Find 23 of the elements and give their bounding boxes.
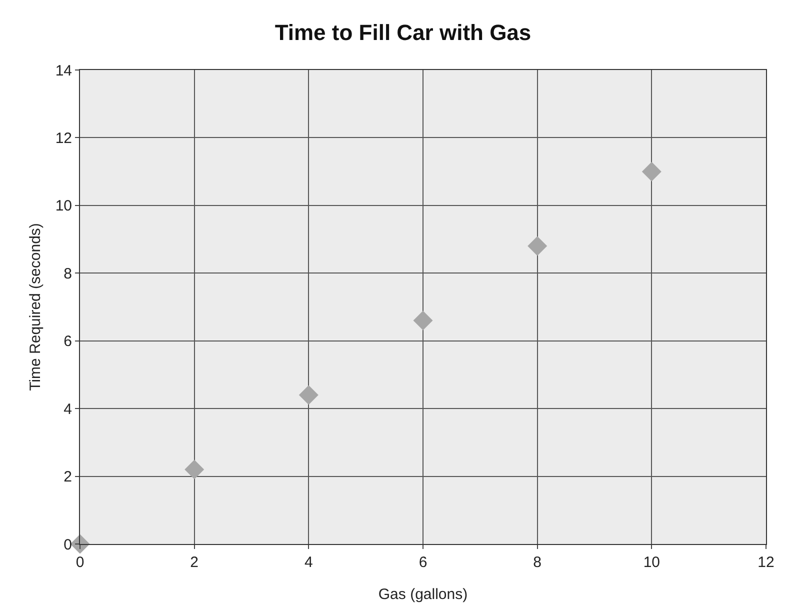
y-tick-label: 10 [55, 198, 72, 215]
x-tick-label: 12 [758, 554, 774, 571]
y-tick-label: 12 [55, 130, 72, 147]
y-tick-label: 6 [64, 333, 72, 350]
x-tick-label: 0 [76, 554, 84, 571]
point [184, 460, 204, 480]
y-tick-label: 14 [55, 62, 72, 80]
x-axis-title: Gas (gallons) [378, 586, 468, 603]
point [413, 310, 433, 330]
x-tick-label: 10 [643, 554, 660, 571]
chart-title: Time to Fill Car with Gas [274, 20, 532, 45]
y-axis-title: Time Required (seconds) [27, 223, 44, 391]
x-tick-label: 6 [418, 554, 428, 571]
x-tick-label: 8 [533, 554, 542, 571]
point [298, 385, 318, 405]
y-tick-label: 8 [64, 265, 72, 282]
y-tick-label: 2 [64, 468, 72, 486]
x-tick-label: 2 [190, 554, 198, 571]
point [528, 236, 548, 256]
y-tick-label: 0 [64, 536, 72, 554]
y-tick-label: 4 [64, 400, 72, 418]
point [642, 162, 662, 182]
x-tick-label: 4 [304, 554, 313, 571]
